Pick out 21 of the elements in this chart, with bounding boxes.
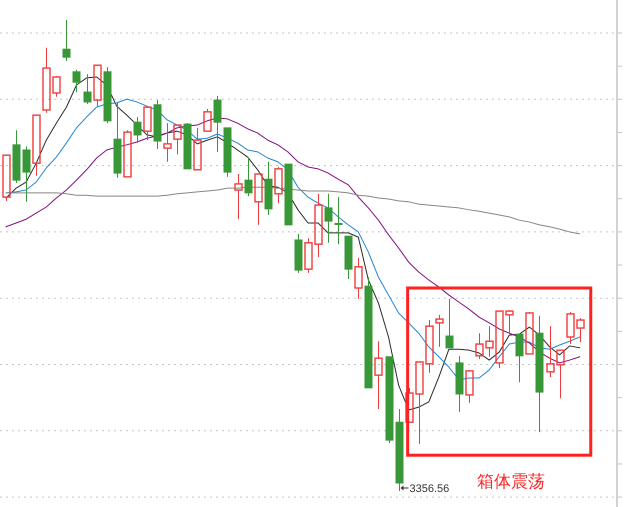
candlestick xyxy=(62,20,70,62)
candlestick xyxy=(264,161,272,216)
candlestick xyxy=(294,233,302,274)
candlestick xyxy=(536,315,544,433)
candlestick xyxy=(485,326,494,358)
candlestick xyxy=(154,100,162,150)
candlestick xyxy=(324,193,332,244)
candlestick xyxy=(425,320,434,374)
candlestick xyxy=(42,47,51,114)
annotation: 箱体震荡 xyxy=(477,472,546,492)
candlestick xyxy=(396,408,404,492)
candlestick xyxy=(114,102,122,178)
candlestick xyxy=(163,122,172,162)
candlestick xyxy=(22,146,30,202)
annotation: 3356.56 xyxy=(410,483,450,495)
candlestick xyxy=(234,174,243,220)
candlestick xyxy=(12,130,20,184)
candlestick xyxy=(334,196,342,245)
candlestick xyxy=(374,340,383,410)
candlestick xyxy=(314,193,323,258)
candlestick xyxy=(456,355,464,412)
